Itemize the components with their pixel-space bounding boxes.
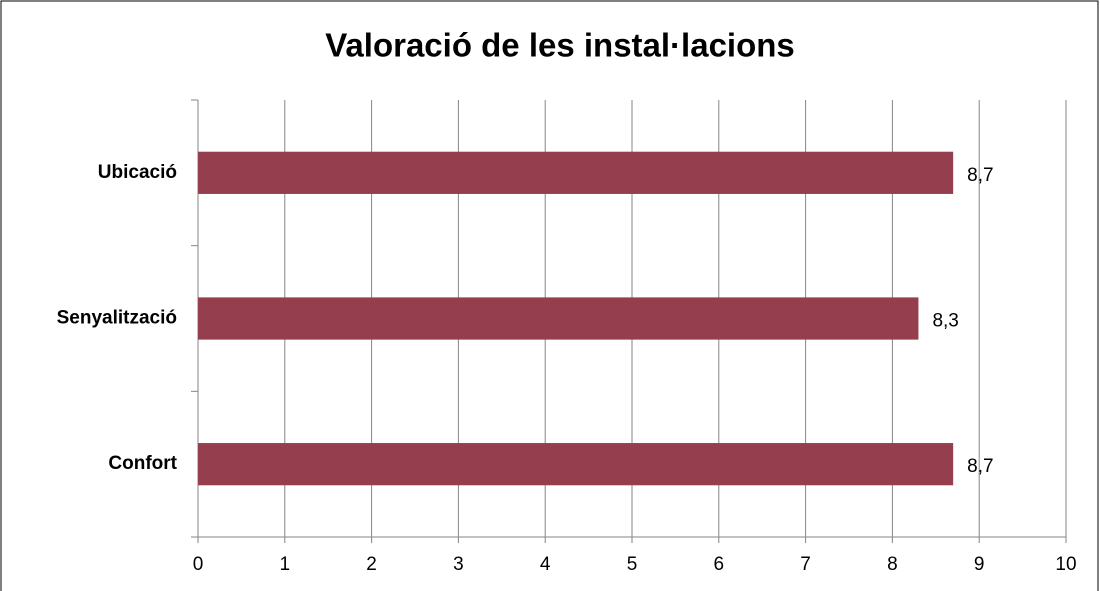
value-label: 8,7	[967, 456, 993, 477]
x-tick-label: 10	[1055, 554, 1076, 575]
x-tick-label: 9	[974, 554, 985, 575]
chart-title: Valoració de les instal·lacions	[325, 27, 795, 64]
y-tick-label: Ubicació	[98, 162, 177, 183]
bar	[198, 443, 954, 486]
value-label: 8,3	[932, 311, 958, 332]
y-tick-label: Confort	[108, 453, 177, 474]
x-tick-label: 2	[366, 554, 377, 575]
value-label: 8,7	[967, 165, 993, 186]
bar	[198, 297, 919, 340]
x-tick-label: 8	[887, 554, 898, 575]
x-tick-label: 0	[193, 554, 204, 575]
x-tick-label: 5	[627, 554, 638, 575]
x-tick-label: 3	[453, 554, 464, 575]
x-tick-label: 4	[540, 554, 551, 575]
x-tick-label: 1	[280, 554, 291, 575]
x-tick-label: 7	[800, 554, 811, 575]
x-tick-label: 6	[714, 554, 725, 575]
y-tick-label: Senyalització	[57, 308, 177, 329]
bar	[198, 151, 954, 194]
